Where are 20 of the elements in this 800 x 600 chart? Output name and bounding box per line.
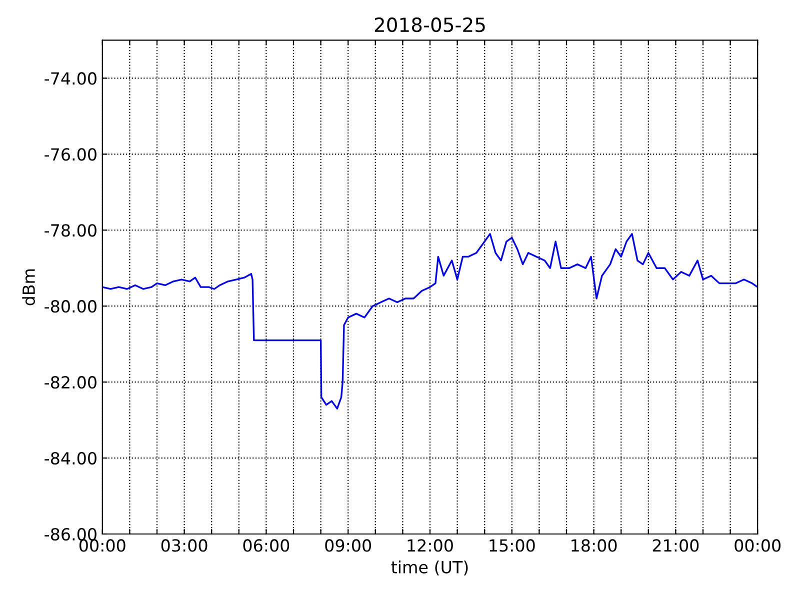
chart-title: 2018-05-25 <box>374 17 485 32</box>
x-tick-label: 03:00 <box>161 539 208 552</box>
x-tick-label: 12:00 <box>408 539 453 552</box>
x-axis-title: time (UT) <box>391 560 468 576</box>
y-tick-label: -84.00 <box>44 452 96 465</box>
x-tick-label: 06:00 <box>243 539 290 552</box>
y-tick-label: -86.00 <box>44 528 96 541</box>
y-tick-label: -78.00 <box>44 224 96 237</box>
x-tick-label: 00:00 <box>79 539 126 552</box>
y-tick-label: -80.00 <box>44 300 96 313</box>
x-tick-label: 09:00 <box>325 539 372 552</box>
y-tick-label: -82.00 <box>44 376 96 389</box>
x-tick-label: 18:00 <box>572 539 617 552</box>
x-tick-label: 00:00 <box>734 539 781 552</box>
y-axis-title: dBm <box>22 269 36 306</box>
y-tick-label: -76.00 <box>44 148 96 161</box>
y-tick-label: -74.00 <box>44 72 96 85</box>
x-tick-label: 21:00 <box>652 539 699 552</box>
x-tick-label: 15:00 <box>490 539 535 552</box>
line-series <box>102 233 758 410</box>
